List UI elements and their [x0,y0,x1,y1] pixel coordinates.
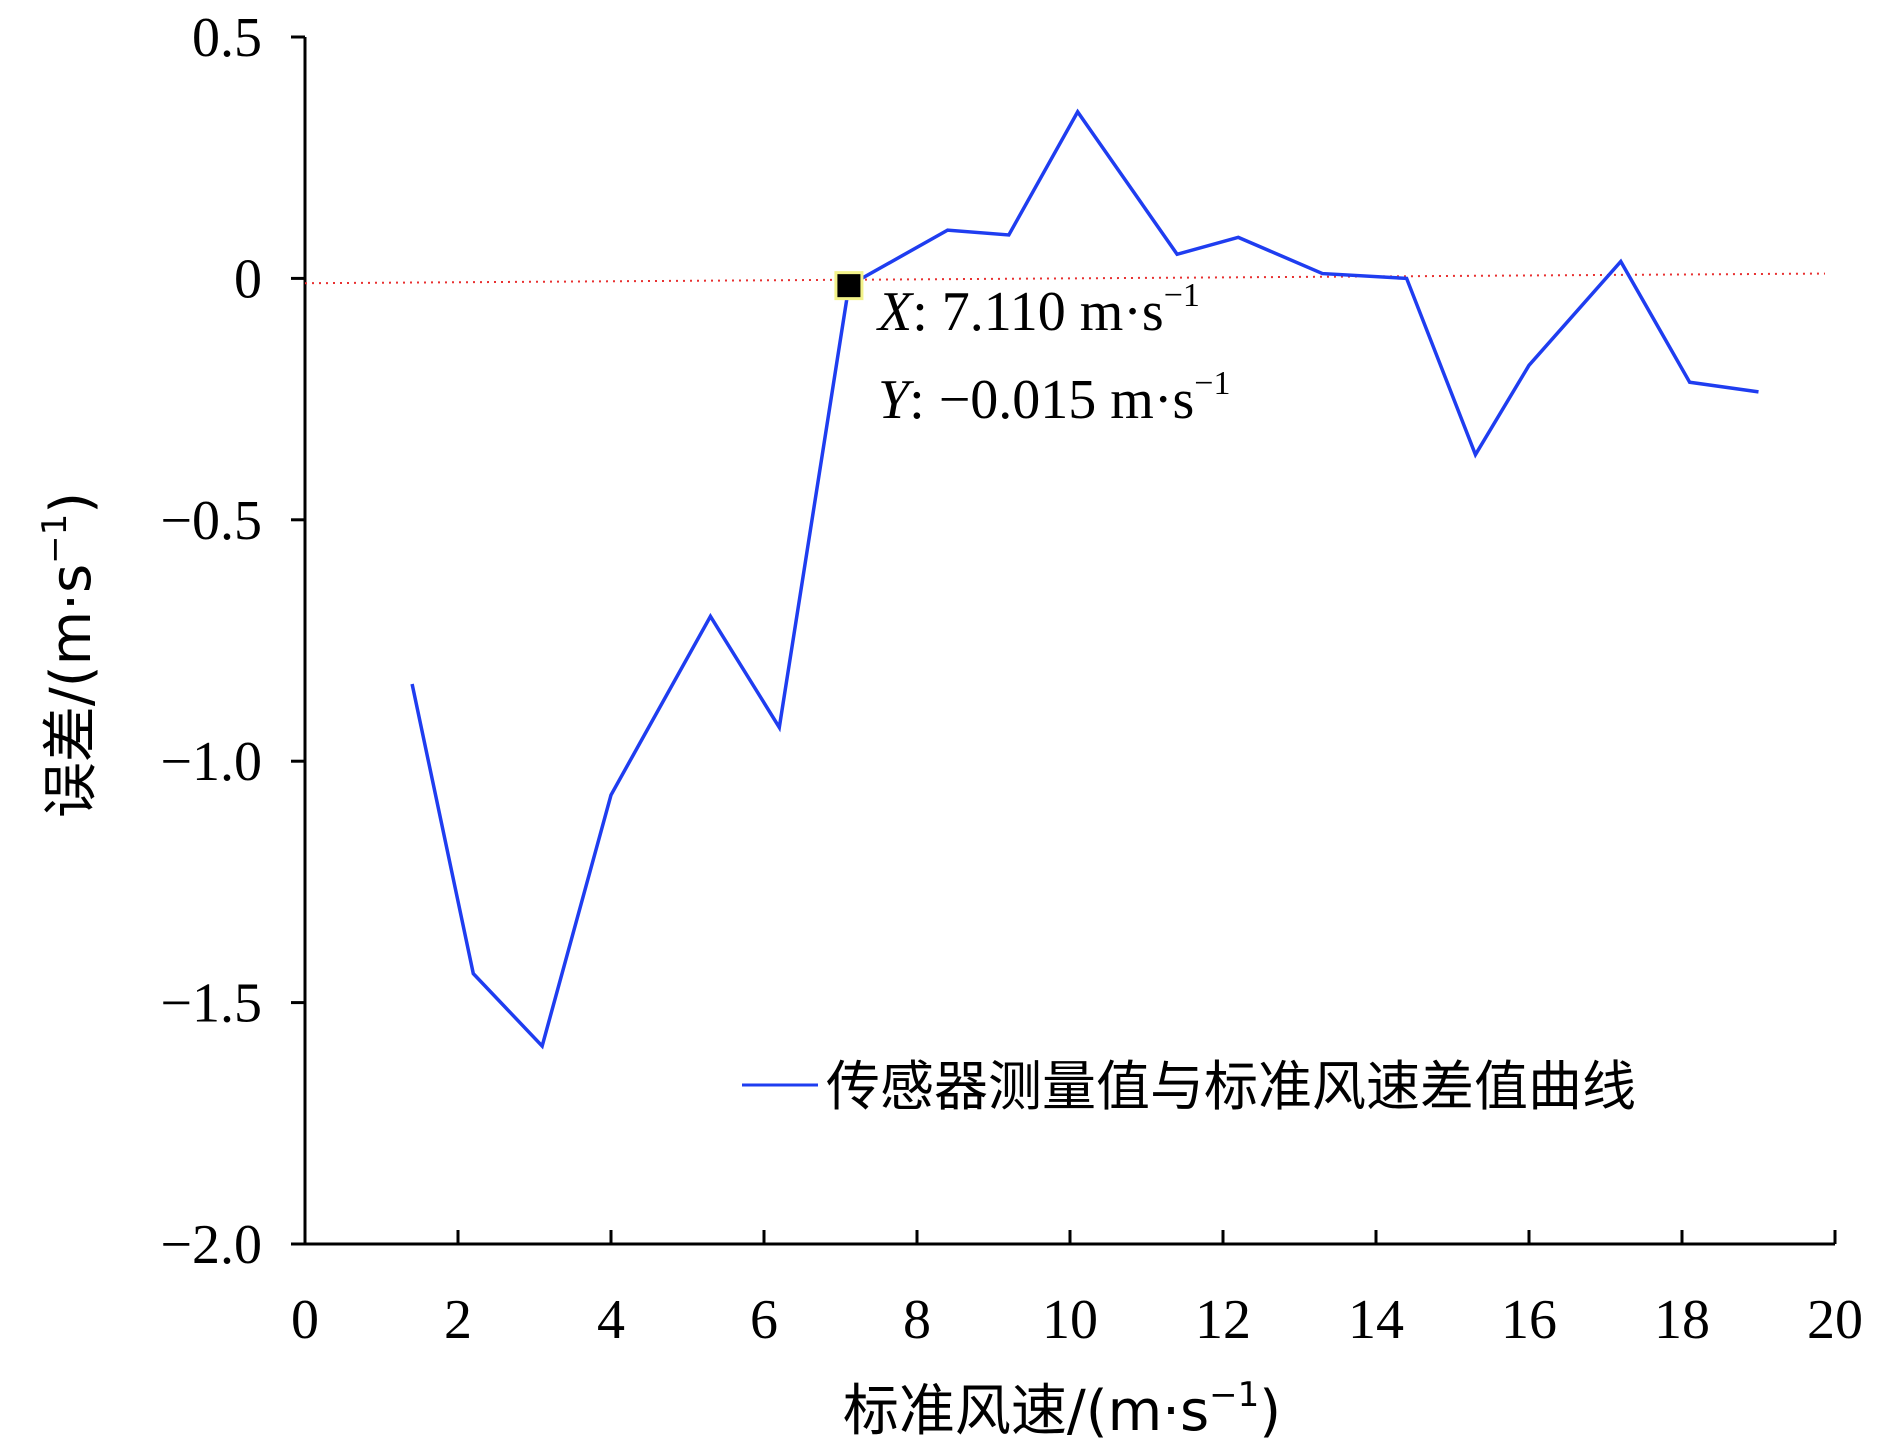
x-axis-title-text: 标准风速/(m·s [843,1379,1209,1444]
annotation-group: X: 7.110 m·s−1 Y: −0.015 m·s−1 [834,271,1230,431]
y-axis-title-close: ) [39,492,104,514]
y-tick-label: −1.5 [160,973,262,1035]
x-tick-label: 4 [597,1289,625,1351]
annotation-y-text: : −0.015 m·s [909,369,1194,431]
y-axis-title: 误差/(m·s−1) [35,492,104,818]
x-axis-title-exp: −1 [1209,1375,1259,1415]
annotation-x-readout: X: 7.110 m·s−1 [876,277,1200,343]
y-axis-title-exp: −1 [35,514,75,564]
reference-line [304,272,1826,285]
annotation-y-exp: −1 [1194,365,1230,402]
legend: 传感器测量值与标准风速差值曲线 [742,1055,1636,1118]
x-tick-label: 2 [444,1289,472,1351]
annotation-y-prefix: Y [878,369,915,431]
x-tick-label: 0 [291,1289,319,1351]
annotation-x-exp: −1 [1164,277,1200,314]
x-tick-label: 16 [1501,1289,1557,1351]
x-tick-label: 14 [1348,1289,1404,1351]
annotation-y-readout: Y: −0.015 m·s−1 [878,365,1230,431]
y-tick-label: 0 [234,248,262,310]
y-tick-label: 0.5 [192,7,262,69]
zero-reference-line [304,272,1826,285]
series-group [410,108,1759,1050]
annotation-marker [834,271,864,301]
x-tick-label: 8 [903,1289,931,1351]
x-tick-label: 18 [1654,1289,1710,1351]
ticks-group: 0 2 4 6 8 10 12 14 16 18 20 0.5 0 −0.5 −1.0 −1.5 −2.0 [160,7,1863,1351]
x-axis-title: 标准风速/(m·s−1) [843,1375,1281,1444]
y-axis-title-text: 误差/(m·s [39,564,104,818]
annotation-x-text: : 7.110 m·s [912,281,1163,343]
annotation-x-prefix: X [876,281,915,343]
series-line [410,108,1759,1050]
legend-label: 传感器测量值与标准风速差值曲线 [826,1055,1636,1118]
x-tick-label: 20 [1807,1289,1863,1351]
y-tick-label: −1.0 [160,731,262,793]
x-axis-title-close: ) [1259,1379,1281,1444]
y-tick-label: −0.5 [160,490,262,552]
x-tick-label: 6 [750,1289,778,1351]
y-tick-label: −2.0 [160,1214,262,1276]
x-tick-label: 10 [1042,1289,1098,1351]
x-tick-label: 12 [1195,1289,1251,1351]
